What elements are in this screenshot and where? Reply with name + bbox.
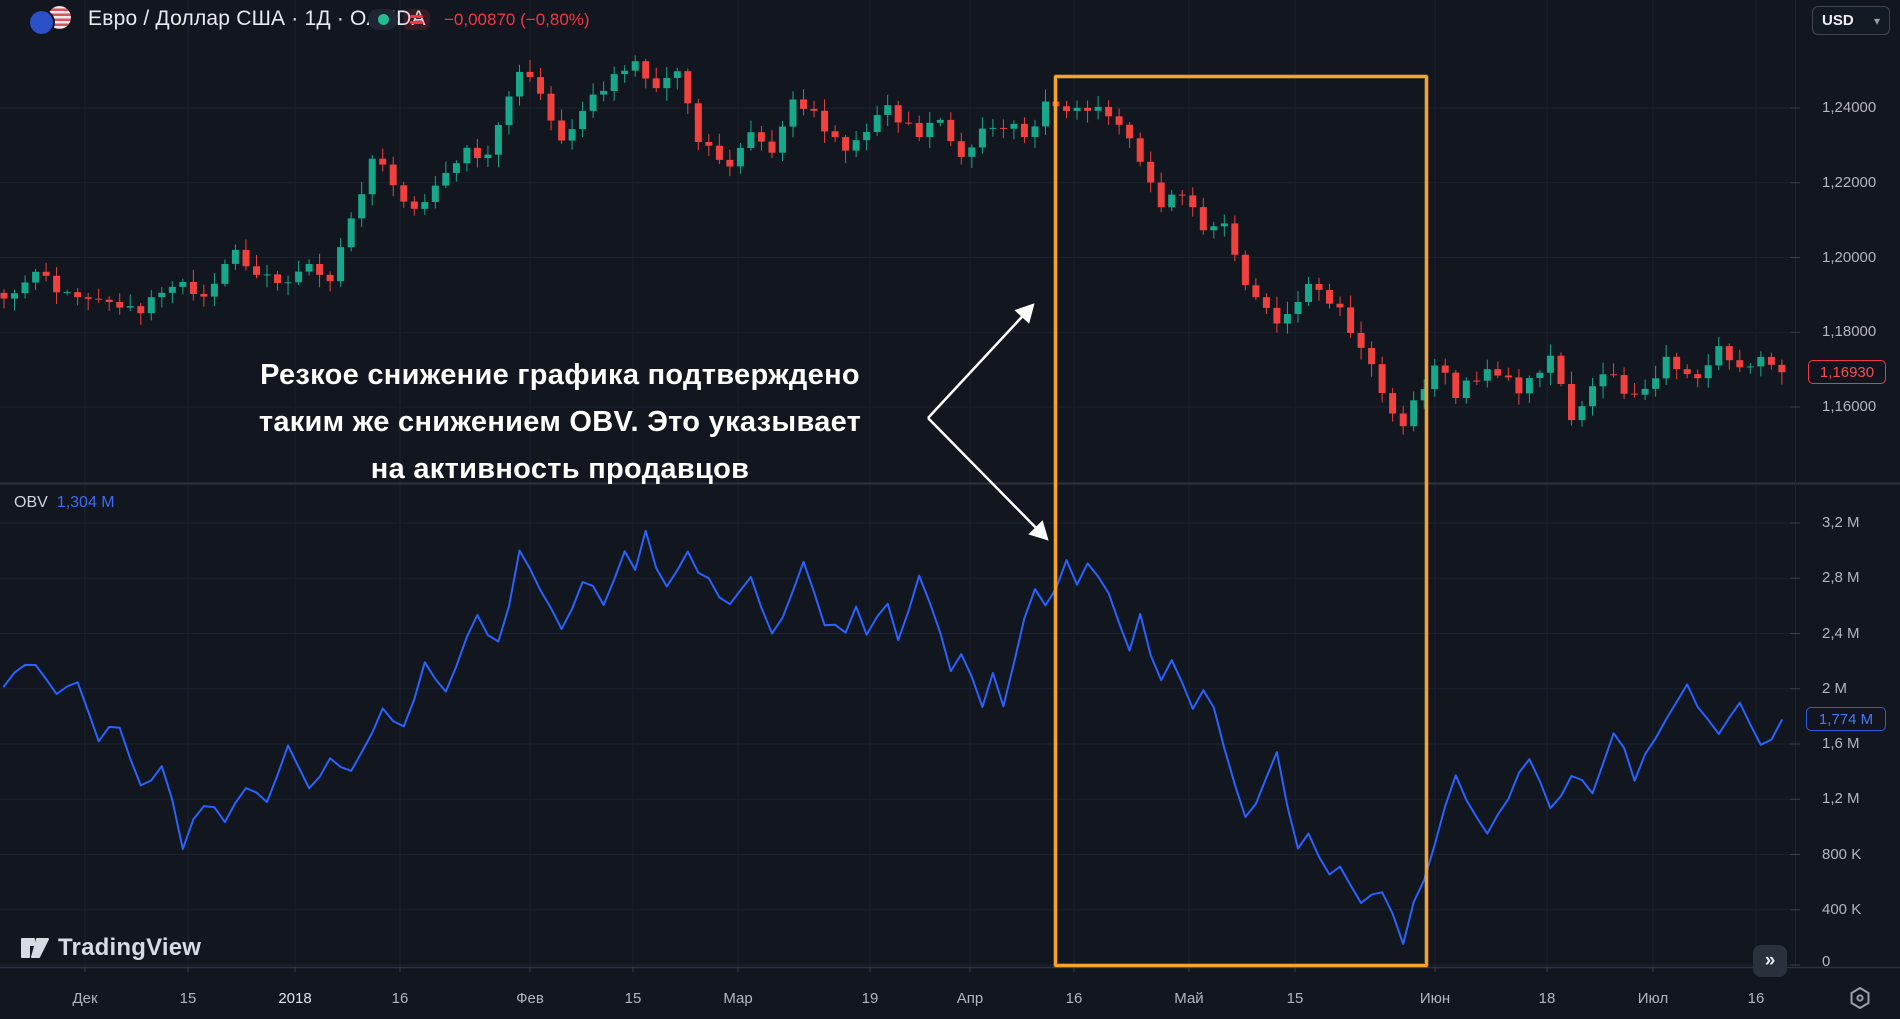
time-axis-label: 19	[861, 990, 879, 1007]
time-axis-label: 15	[179, 990, 197, 1007]
chevron-down-icon: ▾	[1873, 13, 1880, 28]
time-axis-label: 16	[1065, 990, 1083, 1007]
time-axis-label: Мар	[723, 990, 753, 1007]
time-axis-label: Фев	[516, 990, 544, 1007]
equals-pill[interactable]	[403, 9, 430, 30]
obv-axis-label: 1,6 M	[1822, 735, 1860, 752]
time-axis-label: 16	[391, 990, 409, 1007]
currency-dropdown[interactable]: USD ▾	[1812, 6, 1890, 35]
obv-axis-label: 400 K	[1822, 901, 1862, 918]
obv-axis-label: 2 M	[1822, 680, 1848, 697]
obv-indicator-legend[interactable]: OBV 1,304 M	[14, 494, 115, 512]
obv-indicator-name: OBV	[14, 494, 48, 511]
legend-status-pill[interactable]	[368, 9, 430, 30]
price-axis-label: 1,20000	[1822, 249, 1877, 266]
tradingview-logo[interactable]: TradingView	[20, 934, 201, 962]
tradingview-logo-text: TradingView	[58, 934, 202, 961]
obv-line-series	[3, 529, 1783, 945]
price-axis-label: 1,18000	[1822, 323, 1877, 340]
time-axis-label: Май	[1174, 990, 1204, 1007]
green-dot-icon	[377, 14, 389, 25]
time-axis-label: 16	[1747, 990, 1765, 1007]
gear-icon	[1850, 987, 1870, 1009]
annotation-line-1: Резкое снижение графика подтверждено	[260, 359, 860, 391]
obv-indicator-value: 1,304 M	[56, 494, 115, 511]
time-axis-label: Апр	[956, 990, 984, 1007]
axis-settings-button[interactable]	[1845, 984, 1875, 1012]
time-axis-label: Июл	[1637, 990, 1669, 1007]
time-axis-label: Дек	[72, 990, 98, 1007]
annotation-line-3: на активность продавцов	[370, 453, 750, 485]
annotation-text: Резкое снижение графика подтверждено так…	[160, 352, 960, 493]
annotation-line-2: таким же снижением OBV. Это указывает	[258, 406, 862, 438]
tradingview-logo-icon	[21, 938, 49, 958]
price-change-value: −0,00870 (−0,80%)	[444, 10, 590, 29]
obv-axis-label: 2,4 M	[1822, 625, 1860, 642]
obv-axis-label: 2,8 M	[1822, 569, 1860, 586]
highlight-rectangle	[1054, 75, 1428, 967]
expand-toolbar-button[interactable]: »	[1753, 945, 1787, 977]
time-axis-label: Июн	[1419, 990, 1451, 1007]
last-obv-badge: 1,774 M	[1806, 707, 1886, 731]
price-axis-label: 1,16000	[1822, 398, 1877, 415]
us-flag-icon	[48, 6, 71, 29]
equals-icon	[410, 15, 423, 18]
obv-axis-label: 3,2 M	[1822, 514, 1860, 531]
time-axis-label: 15	[1286, 990, 1304, 1007]
eu-flag-icon	[30, 11, 53, 34]
obv-axis-label: 1,2 M	[1822, 790, 1860, 807]
candlestick-series	[0, 55, 1786, 435]
obv-axis-label: 0	[1822, 953, 1831, 970]
currency-label: USD	[1822, 12, 1854, 29]
last-price-badge: 1,16930	[1808, 360, 1886, 384]
symbol-title[interactable]: Евро / Доллар США · 1Д · OANDA	[88, 7, 426, 30]
price-axis-label: 1,24000	[1822, 99, 1877, 116]
time-axis-label: 15	[624, 990, 642, 1007]
chart-header: Евро / Доллар США · 1Д · OANDA −0,00870 …	[0, 0, 1900, 40]
price-axis-label: 1,22000	[1822, 174, 1877, 191]
obv-axis-label: 800 K	[1822, 846, 1862, 863]
time-axis-label: 2018	[278, 990, 312, 1007]
market-status-pill[interactable]	[368, 9, 398, 30]
symbol-flag-icon	[28, 6, 80, 34]
time-axis-label: 18	[1538, 990, 1556, 1007]
